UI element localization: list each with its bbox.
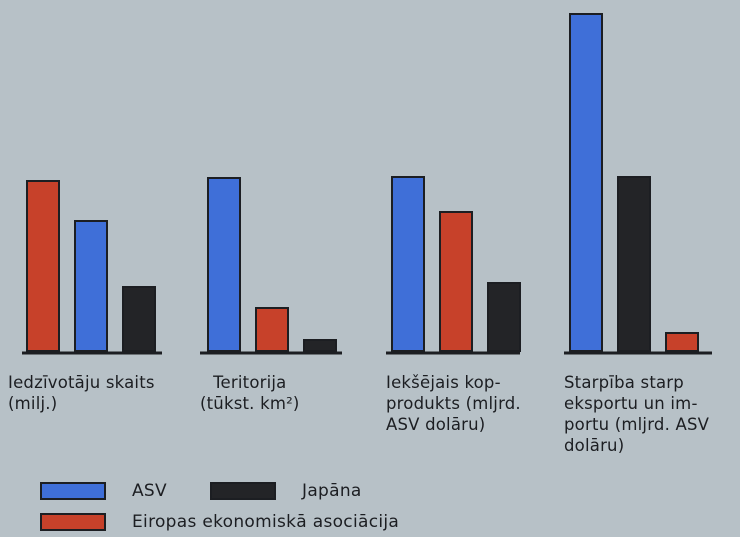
bar-eiropas-ekonomiska-asociacija-group-1 [26, 180, 60, 352]
bar-japana-group-4 [617, 176, 651, 352]
bar-asv-group-4 [569, 13, 603, 352]
bar-eiropas-ekonomiska-asociacija-group-2 [255, 307, 289, 352]
legend-item-asv: ASV [40, 481, 167, 501]
legend-label-eec: Eiropas ekonomiskā asociācija [132, 512, 400, 532]
group-label-population: Iedzīvotāju skaits (milj.) [8, 373, 155, 413]
bar-eiropas-ekonomiska-asociacija-group-3 [439, 211, 473, 352]
legend-item-eec: Eiropas ekonomiskā asociācija [40, 512, 399, 532]
group-label-territory: Teritorija (tūkst. km²) [200, 373, 300, 413]
legend-label-asv: ASV [132, 481, 167, 501]
bar-asv-group-2 [207, 177, 241, 352]
legend-swatch-asv [40, 482, 106, 500]
bar-asv-group-1 [74, 220, 108, 352]
bar-japana-group-2 [303, 339, 337, 352]
legend-item-japan: Japāna [210, 481, 362, 501]
bar-japana-group-1 [122, 286, 156, 352]
bar-asv-group-3 [391, 176, 425, 352]
group-label-gdp: Iekšējais kop- produkts (mljrd. ASV dolā… [386, 373, 521, 434]
legend-swatch-eec [40, 513, 106, 531]
bar-eiropas-ekonomiska-asociacija-group-4 [665, 332, 699, 352]
legend-label-japan: Japāna [302, 481, 362, 501]
legend-swatch-japan [210, 482, 276, 500]
bar-japana-group-3 [487, 282, 521, 352]
group-label-trade-balance: Starpība starp eksportu un im- portu (ml… [564, 373, 710, 455]
